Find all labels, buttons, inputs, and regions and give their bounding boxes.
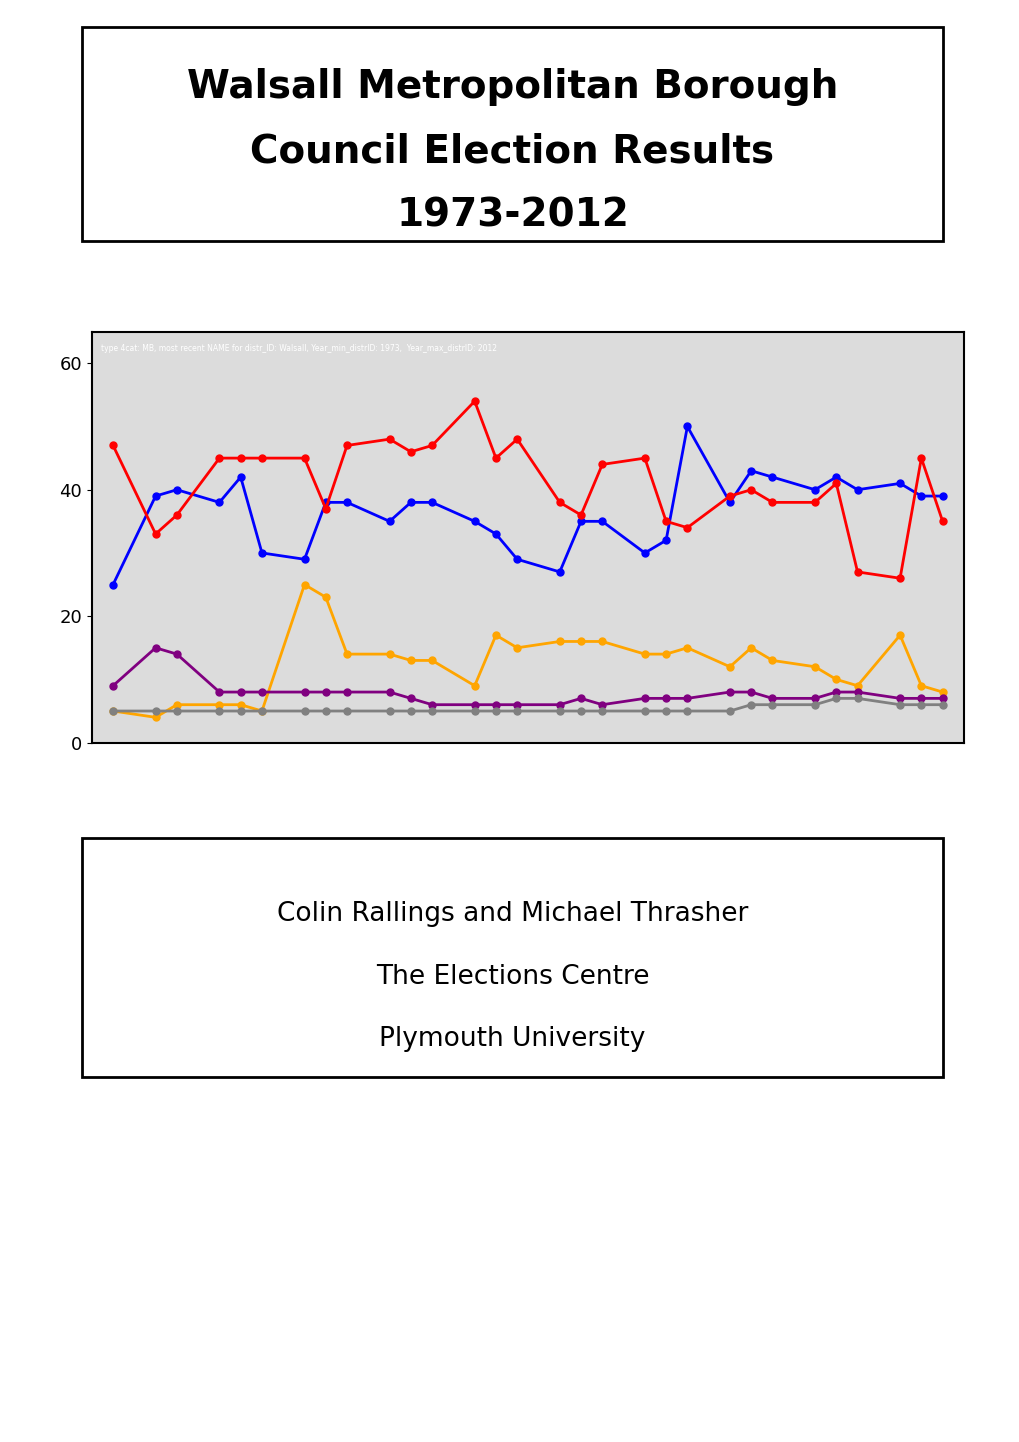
Text: Colin Rallings and Michael Thrasher: Colin Rallings and Michael Thrasher (276, 901, 748, 927)
FancyBboxPatch shape (82, 27, 943, 241)
FancyBboxPatch shape (82, 838, 943, 1077)
Text: Walsall Metropolitan Borough: Walsall Metropolitan Borough (186, 68, 838, 107)
Text: The Elections Centre: The Elections Centre (375, 963, 649, 989)
Text: 1973-2012: 1973-2012 (395, 196, 629, 234)
Text: type 4cat: MB, most recent NAME for distr_ID: Walsall, Year_min_distrID: 1973,  : type 4cat: MB, most recent NAME for dist… (101, 345, 496, 353)
Text: Plymouth University: Plymouth University (379, 1025, 645, 1051)
Text: Council Election Results: Council Election Results (251, 133, 773, 170)
